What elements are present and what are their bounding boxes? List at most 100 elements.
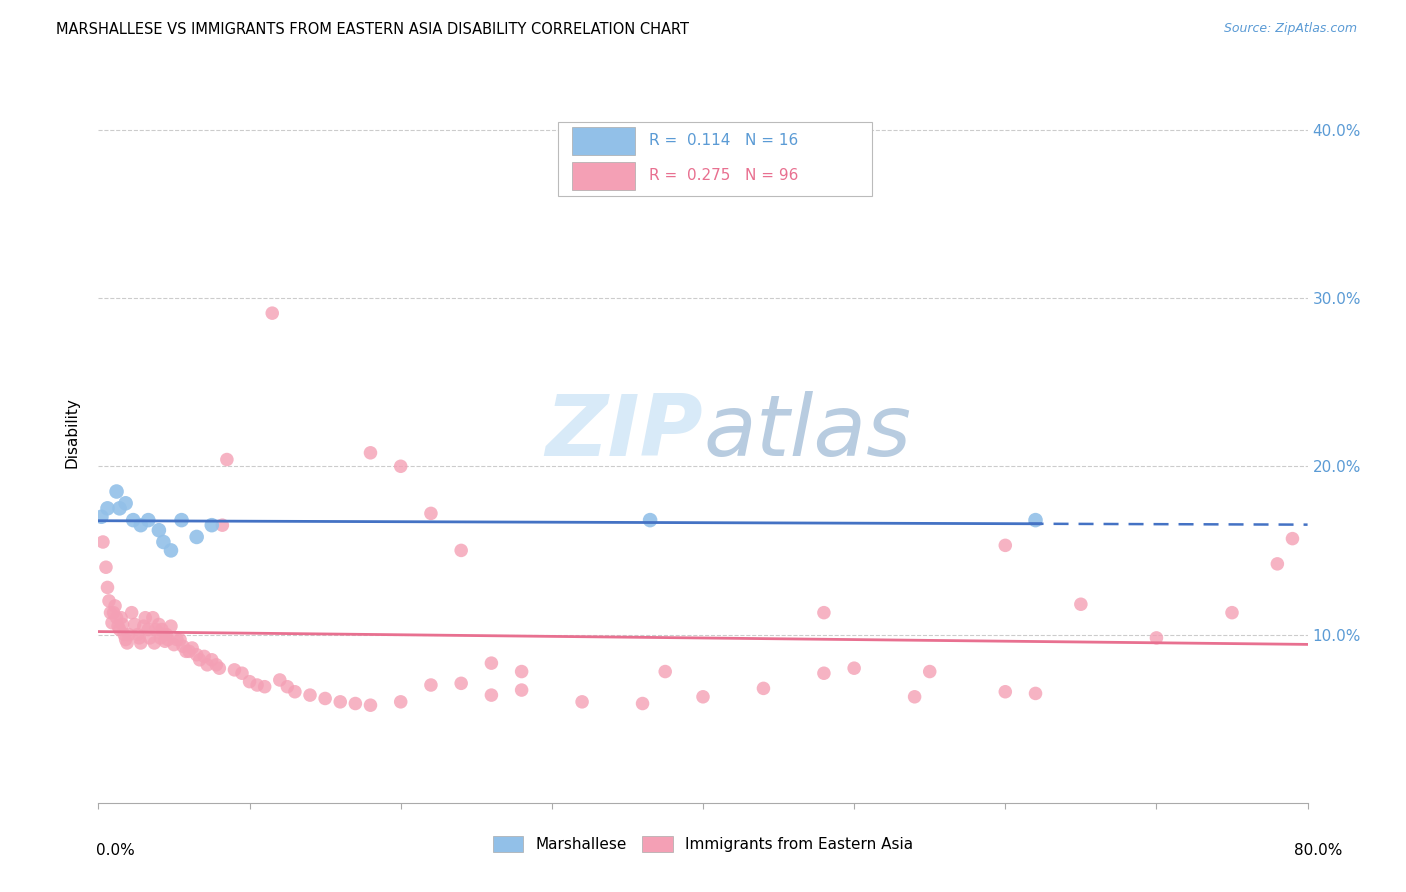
Point <box>172 640 194 654</box>
Point <box>239 674 262 689</box>
Point <box>314 691 336 706</box>
Point <box>344 697 367 711</box>
Point <box>160 543 183 558</box>
Point <box>450 676 472 690</box>
Point <box>752 681 775 696</box>
Point <box>103 606 125 620</box>
Point <box>143 636 166 650</box>
Point <box>631 697 654 711</box>
Point <box>152 535 174 549</box>
Point <box>127 627 149 641</box>
Point <box>174 644 197 658</box>
Point <box>91 535 114 549</box>
Text: Source: ZipAtlas.com: Source: ZipAtlas.com <box>1223 22 1357 36</box>
Point <box>105 484 128 499</box>
Point <box>142 610 165 624</box>
Point <box>108 501 131 516</box>
Text: atlas: atlas <box>703 391 911 475</box>
Point <box>329 695 352 709</box>
Point <box>90 509 112 524</box>
Point <box>1024 686 1046 700</box>
Point <box>166 632 188 647</box>
Point <box>360 698 382 713</box>
Point <box>170 513 193 527</box>
Point <box>1024 513 1046 527</box>
Point <box>112 627 135 641</box>
Point <box>132 619 155 633</box>
Point <box>360 446 382 460</box>
Point <box>1281 532 1303 546</box>
Point <box>215 452 238 467</box>
Point <box>1070 597 1092 611</box>
Point <box>246 678 269 692</box>
Point <box>121 606 143 620</box>
Point <box>114 496 136 510</box>
Point <box>420 507 443 521</box>
Point <box>481 656 503 670</box>
Point <box>98 594 121 608</box>
Point <box>124 617 146 632</box>
Point <box>201 653 224 667</box>
FancyBboxPatch shape <box>572 127 636 155</box>
Point <box>253 680 276 694</box>
Point <box>1267 557 1289 571</box>
Point <box>571 695 593 709</box>
Point <box>188 653 211 667</box>
Y-axis label: Disability: Disability <box>65 397 80 468</box>
Point <box>148 523 170 537</box>
Point <box>276 680 298 694</box>
Point <box>284 685 307 699</box>
Point <box>122 513 145 527</box>
Point <box>128 631 150 645</box>
Point <box>136 623 159 637</box>
Point <box>904 690 927 704</box>
Point <box>813 666 835 681</box>
Point <box>481 688 503 702</box>
Point <box>163 638 186 652</box>
Point <box>181 640 204 655</box>
Point <box>160 619 183 633</box>
Point <box>110 610 132 624</box>
Point <box>96 501 118 516</box>
Point <box>510 683 533 698</box>
Point <box>111 617 134 632</box>
Point <box>231 666 253 681</box>
Point <box>155 627 177 641</box>
Point <box>150 623 173 637</box>
Point <box>104 599 127 613</box>
Point <box>205 657 228 672</box>
Point <box>193 649 215 664</box>
Point <box>107 619 129 633</box>
Point <box>94 560 117 574</box>
Point <box>195 657 218 672</box>
Point <box>96 581 118 595</box>
Point <box>269 673 291 687</box>
Point <box>129 636 152 650</box>
Point <box>169 632 191 647</box>
Point <box>101 615 124 630</box>
Point <box>129 518 152 533</box>
Point <box>450 543 472 558</box>
FancyBboxPatch shape <box>572 161 636 190</box>
Point <box>153 634 176 648</box>
Point <box>262 306 284 320</box>
Point <box>118 627 141 641</box>
Text: R =  0.114   N = 16: R = 0.114 N = 16 <box>648 134 797 148</box>
Point <box>148 617 170 632</box>
Point <box>224 663 246 677</box>
Point <box>186 530 208 544</box>
Point <box>105 610 128 624</box>
Text: 80.0%: 80.0% <box>1295 843 1343 858</box>
Point <box>114 632 136 647</box>
Point <box>389 695 412 709</box>
Point <box>201 518 224 533</box>
Point <box>211 518 233 533</box>
Point <box>145 623 167 637</box>
Point <box>186 648 208 662</box>
Point <box>389 459 412 474</box>
Point <box>1144 631 1167 645</box>
Point <box>638 513 661 527</box>
Point <box>108 623 131 637</box>
Point <box>208 661 231 675</box>
Text: ZIP: ZIP <box>546 391 703 475</box>
